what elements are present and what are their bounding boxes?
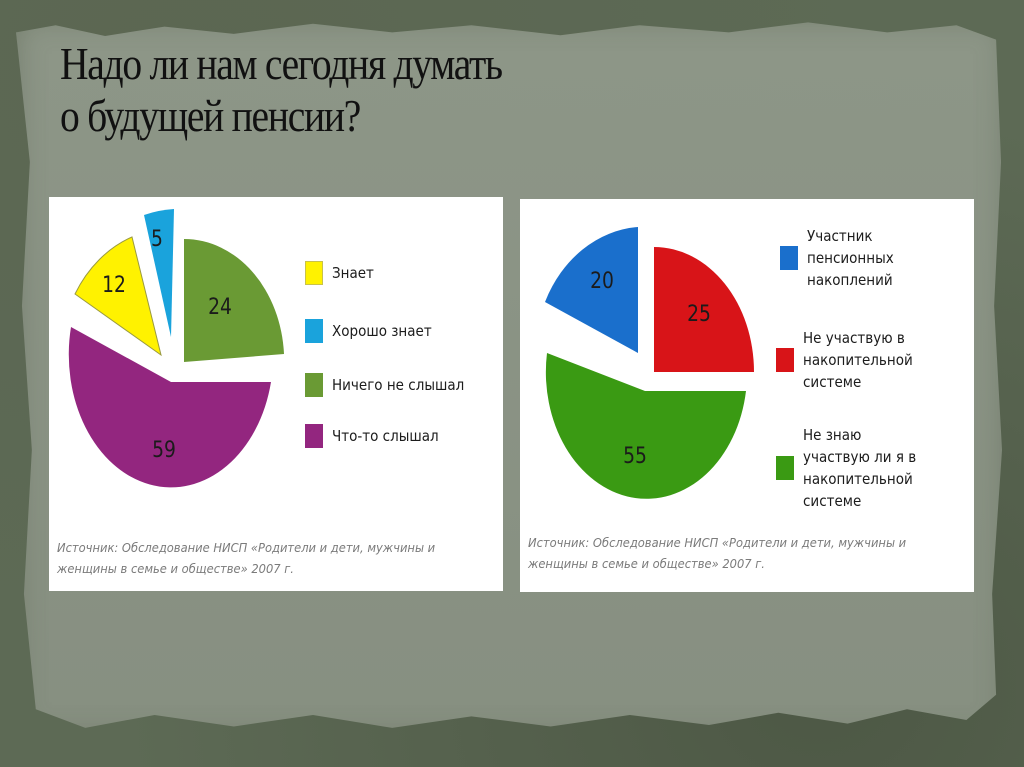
slice-horosho-znaet — [144, 209, 174, 337]
source-line-1: Источник: Обследование НИСП «Родители и … — [57, 540, 436, 555]
label-chto-to-slyshal: 59 — [152, 438, 176, 463]
swatch-yellow — [305, 261, 323, 285]
swatch-purple — [305, 424, 323, 448]
legend-line: Участник — [807, 227, 873, 245]
legend-line: Не участвую в — [803, 329, 905, 347]
legend-item-znaet: Знает — [305, 261, 379, 285]
pension-participation-pie-chart-panel: 20 25 55 Участник пенсионных накоплений … — [520, 199, 974, 592]
legend-label: Участник пенсионных накоплений — [807, 225, 894, 291]
label-uchastnik: 20 — [590, 269, 614, 294]
title-line-2: о будущей пенсии? — [60, 90, 361, 141]
legend-label: Что-то слышал — [332, 427, 439, 445]
swatch-red — [776, 348, 794, 372]
legend-item-ne-znayu: Не знаю участвую ли я в накопительной си… — [776, 424, 929, 512]
swatch-green — [776, 456, 794, 480]
legend-item-nichego-ne-slyshal: Ничего не слышал — [305, 373, 479, 397]
legend-item-horosho-znaet: Хорошо знает — [305, 319, 443, 343]
legend-label: Не участвую в накопительной системе — [803, 327, 913, 393]
title-line-1: Надо ли нам сегодня думать — [60, 38, 503, 89]
slice-ne-uchastvuyu — [654, 247, 754, 372]
legend-label: Хорошо знает — [332, 322, 432, 340]
legend-line: накопительной — [803, 351, 913, 369]
legend-label: Не знаю участвую ли я в накопительной си… — [803, 424, 916, 512]
source-line-2: женщины в семье и обществе» 2007 г. — [528, 556, 765, 571]
label-nichego-ne-slyshal: 24 — [208, 295, 232, 320]
swatch-blue — [780, 246, 798, 270]
source-line-2: женщины в семье и обществе» 2007 г. — [57, 561, 294, 576]
participation-pie — [545, 227, 754, 499]
legend-line: системе — [803, 373, 862, 391]
source-line-1: Источник: Обследование НИСП «Родители и … — [528, 535, 907, 550]
label-znaet: 12 — [102, 273, 126, 298]
legend-line: накоплений — [807, 271, 893, 289]
source-note: Источник: Обследование НИСП «Родители и … — [528, 532, 906, 574]
slice-ne-znayu — [545, 353, 746, 499]
swatch-green — [305, 373, 323, 397]
label-horosho-znaet: 5 — [151, 227, 163, 252]
legend-label: Знает — [332, 264, 374, 282]
legend-line: Не знаю — [803, 426, 862, 444]
label-ne-znayu: 55 — [623, 444, 647, 469]
legend-line: пенсионных — [807, 249, 894, 267]
slice-nichego-ne-slyshal — [184, 238, 284, 362]
legend-item-chto-to-slyshal: Что-то слышал — [305, 424, 450, 448]
label-ne-uchastvuyu: 25 — [687, 302, 711, 327]
slice-znaet — [74, 236, 162, 357]
slice-uchastnik — [545, 227, 638, 353]
legend-item-uchastnik: Участник пенсионных накоплений — [780, 225, 903, 291]
legend-line: накопительной — [803, 470, 913, 488]
awareness-pie-chart-panel: 12 5 24 59 Знает Хорошо знает Ничего не … — [49, 197, 503, 591]
slice-chto-to-slyshal — [68, 327, 271, 488]
legend-item-ne-uchastvuyu: Не участвую в накопительной системе — [776, 327, 925, 393]
slide-title: Надо ли нам сегодня думать о будущей пен… — [60, 38, 662, 142]
legend-line: участвую ли я в — [803, 448, 917, 466]
awareness-pie — [68, 209, 284, 488]
legend-line: системе — [803, 492, 862, 510]
swatch-cyan — [305, 319, 323, 343]
legend-label: Ничего не слышал — [332, 376, 465, 394]
source-note: Источник: Обследование НИСП «Родители и … — [57, 537, 435, 579]
